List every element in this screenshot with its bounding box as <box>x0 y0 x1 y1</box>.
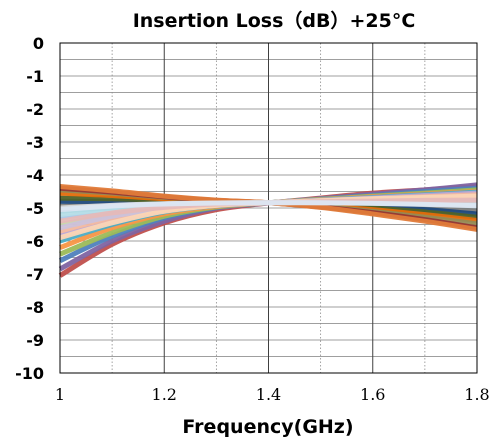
x-tick-label: 1.4 <box>256 385 281 404</box>
series-line-24 <box>59 200 478 213</box>
y-tick-label: -7 <box>26 265 44 284</box>
x-axis-label: Frequency(GHz) <box>182 416 353 438</box>
y-tick-label: -1 <box>26 67 44 86</box>
x-tick-label: 1.6 <box>360 385 385 404</box>
y-tick-label: 0 <box>33 34 44 53</box>
chart-title: Insertion Loss（dB）+25°C <box>133 9 416 32</box>
plot-frame <box>59 42 478 374</box>
series-layer <box>58 182 478 278</box>
y-tick-label: -5 <box>26 199 44 218</box>
x-tick-label: 1.2 <box>152 385 177 404</box>
y-tick-label: -10 <box>15 364 44 383</box>
y-axis-ticks: 0 -1 -2 -3 -4 -5 -6 -7 -8 -9 -10 <box>15 34 44 383</box>
x-tick-label: 1 <box>55 385 65 404</box>
y-tick-label: -8 <box>26 298 44 317</box>
y-tick-label: -3 <box>26 133 44 152</box>
y-tick-label: -4 <box>26 166 44 185</box>
y-tick-label: -2 <box>26 100 44 119</box>
x-tick-label: 1.8 <box>464 385 489 404</box>
y-tick-label: -9 <box>26 331 44 350</box>
y-tick-label: -6 <box>26 232 44 251</box>
x-axis-ticks: 1 1.2 1.4 1.6 1.8 <box>55 385 490 404</box>
